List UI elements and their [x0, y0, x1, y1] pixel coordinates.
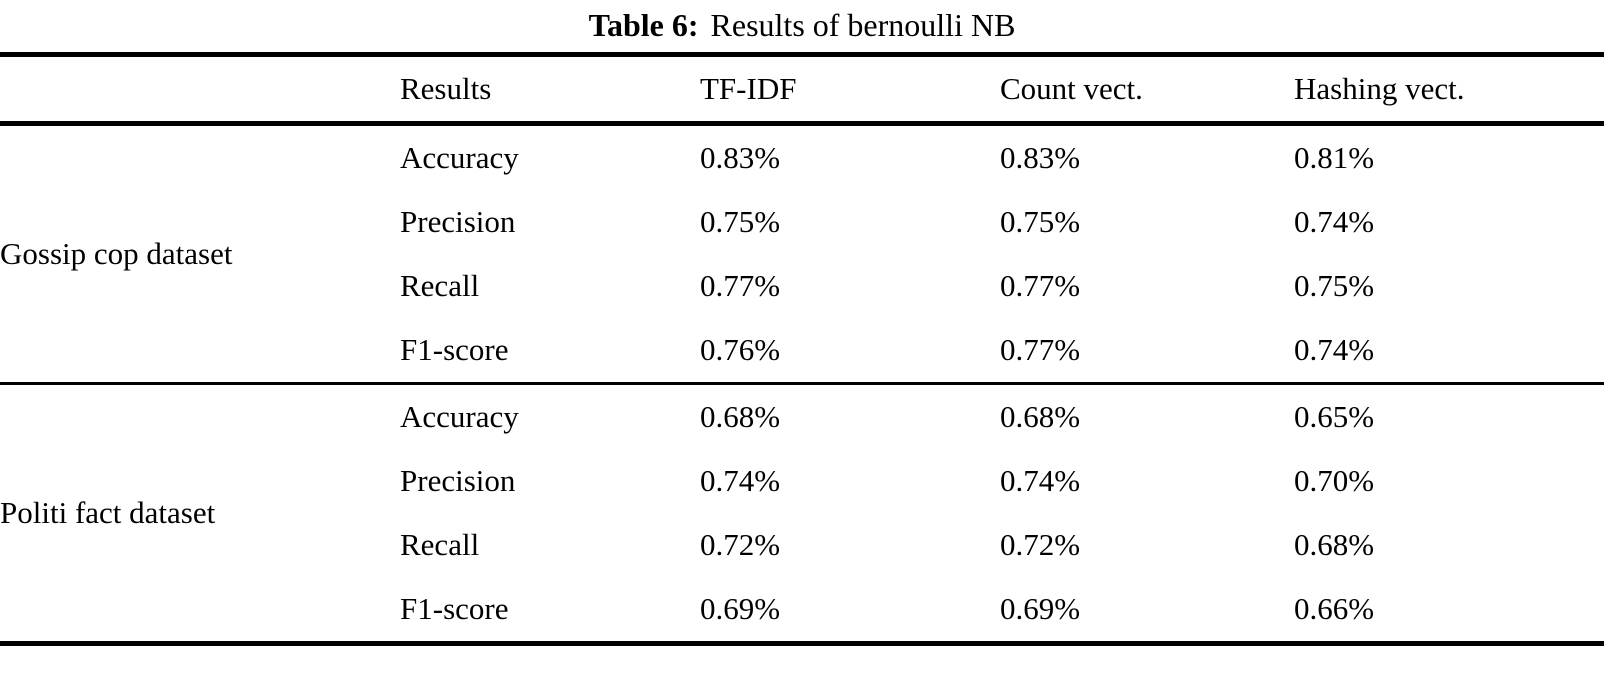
- value-cell: 0.75%: [1000, 204, 1081, 239]
- table-row: F1-score 0.69% 0.69% 0.66%: [0, 577, 1604, 644]
- dataset-label-gossip-cop: Gossip cop dataset: [0, 236, 233, 271]
- value-cell: 0.81%: [1294, 140, 1375, 175]
- value-cell: 0.70%: [1294, 463, 1375, 498]
- value-cell: 0.75%: [700, 204, 781, 239]
- group-gossip-cop: Gossip cop dataset Accuracy 0.83% 0.83% …: [0, 124, 1604, 384]
- table-row: Gossip cop dataset Accuracy 0.83% 0.83% …: [0, 124, 1604, 271]
- value-cell: 0.69%: [1000, 591, 1081, 626]
- value-cell: 0.75%: [1294, 268, 1375, 303]
- table-row: Precision 0.74% 0.74% 0.70%: [0, 449, 1604, 513]
- header-row: Results TF-IDF Count vect. Hashing vect.: [0, 55, 1604, 124]
- table-row: Recall 0.77% 0.77% 0.75%: [0, 254, 1604, 318]
- metric-cell: F1-score: [400, 591, 509, 626]
- table-row: Recall 0.72% 0.72% 0.68%: [0, 513, 1604, 577]
- metric-cell: Recall: [400, 268, 480, 303]
- table-caption: Table 6: Results of bernoulli NB: [0, 0, 1604, 52]
- value-cell: 0.72%: [1000, 527, 1081, 562]
- value-cell: 0.77%: [700, 268, 781, 303]
- value-cell: 0.68%: [1000, 399, 1081, 434]
- header-cell-count-vect: Count vect.: [1000, 71, 1143, 106]
- value-cell: 0.68%: [1294, 527, 1375, 562]
- value-cell: 0.74%: [1294, 204, 1375, 239]
- value-cell: 0.72%: [700, 527, 781, 562]
- metric-cell: Precision: [400, 204, 516, 239]
- metric-cell: Precision: [400, 463, 516, 498]
- results-table: Results TF-IDF Count vect. Hashing vect.…: [0, 52, 1604, 646]
- value-cell: 0.74%: [1294, 332, 1375, 367]
- metric-cell: Accuracy: [400, 399, 519, 434]
- table-caption-text: Results of bernoulli NB: [710, 7, 1016, 43]
- value-cell: 0.65%: [1294, 399, 1375, 434]
- table-row: F1-score 0.76% 0.77% 0.74%: [0, 318, 1604, 384]
- header-cell-tfidf: TF-IDF: [700, 71, 797, 106]
- value-cell: 0.69%: [700, 591, 781, 626]
- header-cell-hashing-vect: Hashing vect.: [1294, 71, 1465, 106]
- header-cell-results: Results: [400, 71, 492, 106]
- metric-cell: Recall: [400, 527, 480, 562]
- value-cell: 0.77%: [1000, 268, 1081, 303]
- value-cell: 0.74%: [700, 463, 781, 498]
- group-politi-fact: Politi fact dataset Accuracy 0.68% 0.68%…: [0, 384, 1604, 644]
- header-cell-dataset: [0, 55, 400, 124]
- value-cell: 0.83%: [1000, 140, 1081, 175]
- value-cell: 0.68%: [700, 399, 781, 434]
- value-cell: 0.83%: [700, 140, 781, 175]
- value-cell: 0.76%: [700, 332, 781, 367]
- table-row: Politi fact dataset Accuracy 0.68% 0.68%…: [0, 384, 1604, 530]
- value-cell: 0.66%: [1294, 591, 1375, 626]
- dataset-label-politi-fact: Politi fact dataset: [0, 495, 216, 530]
- value-cell: 0.74%: [1000, 463, 1081, 498]
- table-row: Precision 0.75% 0.75% 0.74%: [0, 190, 1604, 254]
- table-caption-label: Table 6:: [588, 7, 699, 43]
- metric-cell: Accuracy: [400, 140, 519, 175]
- metric-cell: F1-score: [400, 332, 509, 367]
- value-cell: 0.77%: [1000, 332, 1081, 367]
